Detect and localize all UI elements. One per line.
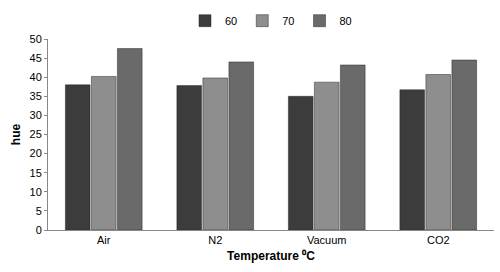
- svg-text:0: 0: [36, 224, 42, 236]
- svg-text:N2: N2: [208, 234, 222, 246]
- svg-text:5: 5: [36, 205, 42, 217]
- svg-text:25: 25: [30, 128, 42, 140]
- svg-text:40: 40: [30, 71, 42, 83]
- svg-text:20: 20: [30, 147, 42, 159]
- svg-text:60: 60: [225, 15, 237, 27]
- svg-text:Vacuum: Vacuum: [307, 234, 347, 246]
- svg-text:45: 45: [30, 52, 42, 64]
- svg-text:35: 35: [30, 90, 42, 102]
- svg-text:Air: Air: [97, 234, 111, 246]
- svg-text:80: 80: [340, 15, 352, 27]
- svg-text:70: 70: [282, 15, 294, 27]
- svg-text:10: 10: [30, 186, 42, 198]
- svg-text:hue: hue: [9, 124, 23, 146]
- svg-text:15: 15: [30, 167, 42, 179]
- svg-text:Temperature ⁰C: Temperature ⁰C: [227, 249, 315, 263]
- svg-text:50: 50: [30, 33, 42, 45]
- svg-text:CO2: CO2: [427, 234, 450, 246]
- svg-text:30: 30: [30, 109, 42, 121]
